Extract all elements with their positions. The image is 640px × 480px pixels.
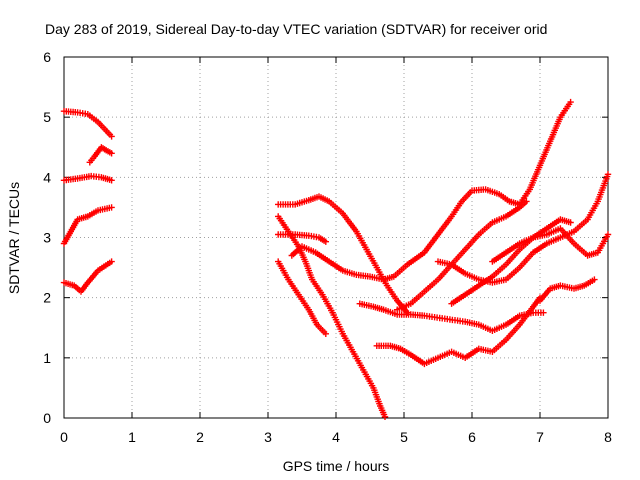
data-point-markers	[60, 172, 115, 184]
x-tick-label: 8	[604, 429, 612, 445]
x-tick-label: 1	[128, 429, 136, 445]
x-tick-label: 2	[196, 429, 204, 445]
data-series-trace-17	[536, 276, 598, 304]
data-point-markers	[60, 204, 115, 247]
x-tick-label: 0	[60, 429, 68, 445]
data-series-trace-7	[275, 231, 329, 245]
data-series-trace-16	[489, 225, 612, 265]
data-point-markers	[275, 213, 389, 420]
data-point-markers	[489, 225, 612, 265]
data-point-markers	[86, 144, 115, 166]
axis-ticks: 0 1 2 3 4 5 6 7 8 0 1 2 3 4 5 6	[43, 49, 612, 445]
data-point-markers	[394, 198, 530, 313]
data-series-trace-12	[373, 294, 544, 368]
y-tick-label: 4	[43, 169, 51, 185]
y-tick-label: 3	[43, 230, 51, 246]
y-axis-label: SDTVAR / TECUs	[6, 182, 22, 294]
y-tick-label: 2	[43, 290, 51, 306]
data-point-markers	[536, 276, 598, 304]
data-series-trace-4	[60, 204, 115, 247]
y-tick-label: 6	[43, 49, 51, 65]
grid	[64, 57, 608, 418]
data-point-markers	[434, 171, 612, 286]
x-tick-label: 4	[332, 429, 340, 445]
data-series-trace-1	[60, 108, 115, 140]
chart-title: Day 283 of 2019, Sidereal Day-to-day VTE…	[45, 21, 547, 37]
y-tick-label: 5	[43, 109, 51, 125]
x-tick-label: 5	[400, 429, 408, 445]
data-series-trace-9	[275, 213, 389, 420]
x-tick-label: 7	[536, 429, 544, 445]
data-series-trace-3	[86, 144, 115, 166]
data-point-markers	[60, 258, 115, 295]
x-axis-label: GPS time / hours	[283, 458, 390, 474]
y-tick-label: 1	[43, 350, 51, 366]
data-series-trace-10	[288, 98, 574, 283]
data-point-markers	[275, 231, 329, 245]
data-point-markers	[288, 98, 574, 283]
data-series-trace-5	[60, 258, 115, 295]
data-series-trace-14	[434, 171, 612, 286]
y-tick-label: 0	[43, 410, 51, 426]
data-point-markers	[373, 294, 544, 368]
data-series-trace-8	[275, 258, 329, 337]
x-tick-label: 6	[468, 429, 476, 445]
data-point-markers	[275, 258, 329, 337]
data-series-trace-2	[60, 172, 115, 184]
data-series	[60, 98, 612, 420]
data-series-trace-13	[394, 198, 530, 313]
x-tick-label: 3	[264, 429, 272, 445]
data-point-markers	[60, 108, 115, 140]
